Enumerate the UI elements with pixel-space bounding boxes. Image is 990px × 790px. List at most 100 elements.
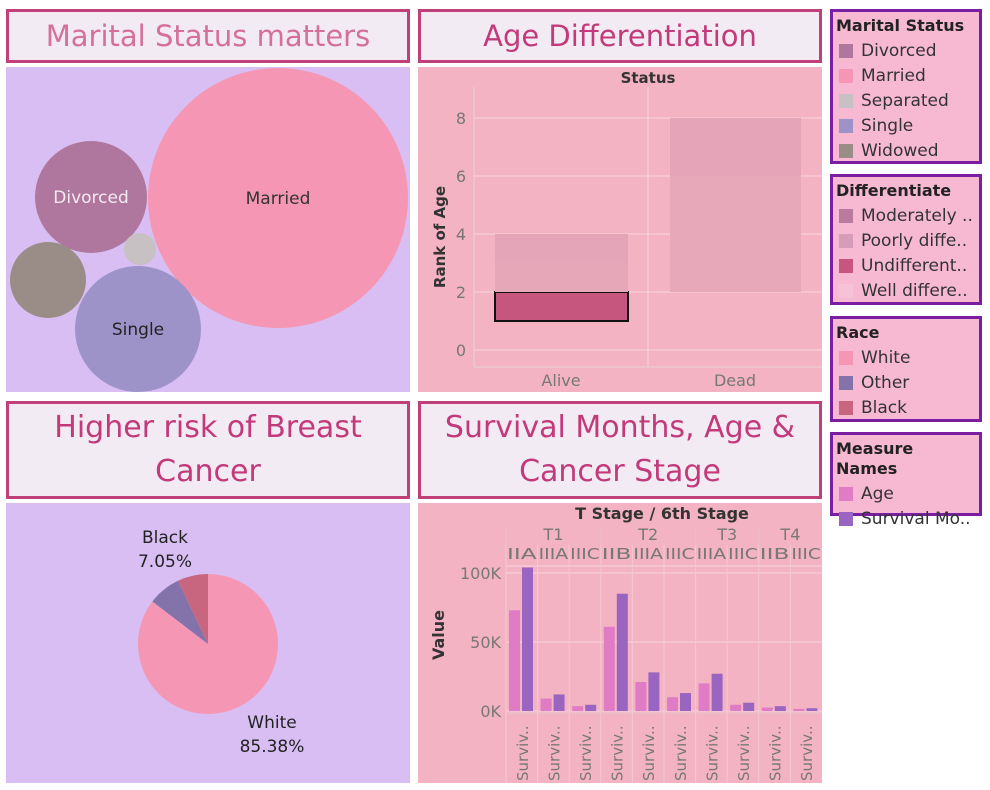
stage-label: IIIC (570, 545, 600, 563)
age-y-tick: 4 (456, 225, 466, 244)
bar-age[interactable] (667, 697, 678, 711)
x-measure-label: Surviv.. (609, 726, 627, 782)
age-x-tick-alive: Alive (541, 371, 580, 390)
legend-title: Race (836, 323, 880, 342)
bar-age[interactable] (603, 626, 615, 711)
x-measure-label: Surviv.. (545, 726, 563, 782)
stage-label: IIB (602, 545, 632, 563)
age-chart-panel: Status Rank of Age 0 2 4 6 8 Alive Dead (418, 67, 822, 392)
age-y-axis-label: Rank of Age (431, 186, 449, 288)
survival-title-box: Survival Months, Age & Cancer Stage (418, 401, 822, 499)
pie-slice-black[interactable] (177, 574, 208, 644)
legend-marital-status: Marital Status Divorced Married Separated S… (830, 9, 982, 164)
t-stage-label-t3: T3 (716, 525, 737, 544)
bubble-unlabeled[interactable] (10, 242, 86, 318)
legend-label: White (861, 347, 911, 368)
bar-survival-months[interactable] (774, 706, 786, 711)
bar-survival-months[interactable] (806, 708, 818, 711)
legend-item-undifferent[interactable]: Undifferent.. (836, 253, 979, 278)
legend-swatch (839, 375, 853, 390)
age-chart-title: Status (621, 69, 676, 87)
age-y-tick: 6 (456, 167, 466, 186)
bubble-unlabeled[interactable] (124, 233, 156, 265)
legend-swatch (839, 93, 853, 108)
marital-bubble-panel: Married Divorced Single (6, 67, 410, 392)
age-bar-dead[interactable] (670, 176, 801, 292)
age-bar-alive[interactable] (495, 234, 628, 263)
legend-item-survival-mo[interactable]: Survival Mo.. (836, 506, 979, 531)
bar-age[interactable] (540, 698, 552, 711)
bubble-divorced[interactable] (35, 141, 147, 253)
legend-item-poorly-diffe[interactable]: Poorly diffe.. (836, 228, 979, 253)
legend-item-married[interactable]: Married (836, 63, 979, 88)
age-bar-alive[interactable] (494, 291, 629, 322)
legend-differentiate: Differentiate Moderately .. Poorly diffe.… (830, 174, 982, 305)
bar-survival-months[interactable] (680, 693, 691, 711)
bar-age[interactable] (761, 707, 773, 711)
bar-age[interactable] (730, 704, 742, 711)
legend-item-black[interactable]: Black (836, 395, 979, 420)
bar-survival-months[interactable] (553, 694, 565, 711)
stage-label: IIIA (697, 545, 728, 563)
bubble-label: Single (112, 320, 164, 340)
t-stage-label-t1: T1 (542, 525, 563, 544)
survival-y-tick: 0K (480, 702, 501, 721)
legend-label: Survival Mo.. (861, 508, 971, 529)
x-measure-label: Surviv.. (767, 726, 785, 782)
stage-label: IIA (507, 545, 538, 563)
survival-y-axis-label: Value (429, 610, 448, 660)
legend-swatch (839, 511, 853, 526)
race-pie-chart: Black 7.05% White 85.38% (138, 528, 305, 757)
bar-survival-months[interactable] (616, 593, 628, 711)
bar-survival-months[interactable] (522, 567, 533, 711)
legend-swatch (839, 143, 853, 158)
bar-survival-months[interactable] (648, 672, 660, 711)
marital-bubble-chart: Married Divorced Single (10, 68, 408, 392)
age-x-tick-dead: Dead (714, 371, 756, 390)
legend-label: Well differe.. (861, 280, 968, 301)
bar-survival-months[interactable] (711, 673, 723, 711)
bar-survival-months[interactable] (585, 704, 597, 711)
pie-slice-other[interactable] (152, 580, 208, 644)
bar-age[interactable] (793, 708, 805, 711)
pie-pct-white: 85.38% (240, 737, 305, 757)
legend-swatch (839, 118, 853, 133)
race-title: Higher risk of Breast Cancer (54, 410, 362, 489)
legend-item-divorced[interactable]: Divorced (836, 38, 979, 63)
legend-label: Other (861, 372, 910, 393)
bar-survival-months[interactable] (743, 702, 755, 711)
age-bar-dead[interactable] (670, 118, 801, 176)
legend-item-widowed[interactable]: Widowed (836, 138, 979, 163)
legend-item-white[interactable]: White (836, 345, 979, 370)
bar-age[interactable] (572, 706, 584, 711)
legend-label: Moderately .. (861, 205, 973, 226)
legend-swatch (839, 258, 853, 273)
bubble-married[interactable] (148, 68, 408, 328)
stage-label: IIIA (539, 545, 570, 563)
legend-item-separated[interactable]: Separated (836, 88, 979, 113)
legend-item-single[interactable]: Single (836, 113, 979, 138)
legend-measure-names: Measure Names Age Survival Mo.. (830, 432, 982, 529)
legend-swatch (839, 350, 853, 365)
legend-swatch (839, 400, 853, 415)
marital-title-box: Marital Status matters (6, 9, 410, 63)
legend-item-age[interactable]: Age (836, 481, 979, 506)
legend-item-well-differe[interactable]: Well differe.. (836, 278, 979, 303)
survival-title: Survival Months, Age & Cancer Stage (444, 410, 796, 489)
bar-age[interactable] (698, 683, 710, 711)
bubble-single[interactable] (75, 266, 201, 392)
t-stage-label-t4: T4 (779, 525, 800, 544)
x-measure-label: Surviv.. (798, 726, 816, 782)
age-y-tick: 2 (456, 283, 466, 302)
legend-title: Differentiate (836, 181, 952, 200)
stage-label: IIIC (665, 545, 695, 563)
legend-item-other[interactable]: Other (836, 370, 979, 395)
age-y-tick: 8 (456, 109, 466, 128)
age-bar-alive[interactable] (495, 263, 628, 292)
bar-age[interactable] (509, 610, 520, 711)
legend-item-moderately[interactable]: Moderately .. (836, 203, 979, 228)
legend-swatch (839, 68, 853, 83)
legend-swatch (839, 486, 853, 501)
bar-age[interactable] (635, 682, 647, 711)
